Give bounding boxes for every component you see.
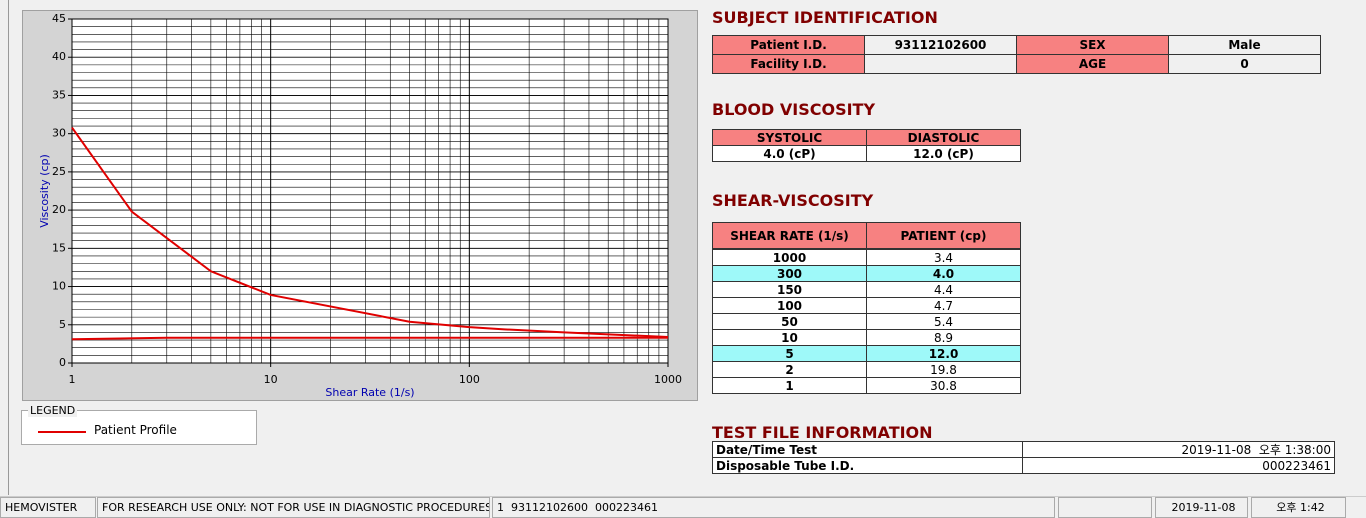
line-series bbox=[71, 336, 668, 341]
table-cell: 1000 bbox=[712, 249, 867, 266]
header-cell: SHEAR RATE (1/s) bbox=[712, 222, 867, 249]
status-cell: 오후 1:42 bbox=[1251, 497, 1346, 518]
x-tick-label: 1 bbox=[69, 373, 76, 386]
y-tick-label: 10 bbox=[52, 280, 66, 293]
table-cell: Facility I.D. bbox=[712, 54, 865, 74]
y-tick-label: 15 bbox=[52, 241, 66, 254]
table-cell: Patient I.D. bbox=[712, 35, 865, 55]
legend-title: LEGEND bbox=[28, 404, 78, 417]
status-bar bbox=[0, 496, 1366, 518]
left-border bbox=[8, 0, 9, 495]
table-cell: 4.0 bbox=[866, 265, 1021, 282]
x-tick-label: 100 bbox=[459, 373, 480, 386]
table-cell: 4.4 bbox=[866, 281, 1021, 298]
table-cell: 12.0 bbox=[866, 345, 1021, 362]
table-cell: 12.0 (cP) bbox=[866, 145, 1021, 162]
table-cell: 2019-11-08 오후 1:38:00 bbox=[1022, 441, 1335, 458]
legend: LEGEND Patient Profile bbox=[21, 404, 257, 445]
table-cell: 4.7 bbox=[866, 297, 1021, 314]
table-cell: 30.8 bbox=[866, 377, 1021, 394]
table-cell: 300 bbox=[712, 265, 867, 282]
section-title: TEST FILE INFORMATION bbox=[712, 423, 933, 442]
legend-label: Patient Profile bbox=[94, 423, 177, 437]
y-tick-label: 35 bbox=[52, 88, 66, 101]
table-cell: 4.0 (cP) bbox=[712, 145, 867, 162]
status-cell: 1 93112102600 000223461 bbox=[492, 497, 1055, 518]
y-tick-label: 25 bbox=[52, 165, 66, 178]
status-cell: HEMOVISTER bbox=[0, 497, 96, 518]
section-title: SHEAR-VISCOSITY bbox=[712, 191, 874, 210]
status-cell bbox=[1058, 497, 1152, 518]
table-cell: 150 bbox=[712, 281, 867, 298]
table-cell: Disposable Tube I.D. bbox=[712, 457, 1023, 474]
legend-swatch bbox=[38, 431, 86, 433]
y-tick-label: 30 bbox=[52, 127, 66, 140]
table-cell: 19.8 bbox=[866, 361, 1021, 378]
table-cell: 2 bbox=[712, 361, 867, 378]
table-cell: 5.4 bbox=[866, 313, 1021, 330]
table-cell bbox=[864, 54, 1017, 74]
status-cell: FOR RESEARCH USE ONLY: NOT FOR USE IN DI… bbox=[97, 497, 490, 518]
section-title: BLOOD VISCOSITY bbox=[712, 100, 876, 119]
section-title: SUBJECT IDENTIFICATION bbox=[712, 8, 938, 27]
y-tick-label: 5 bbox=[59, 318, 66, 331]
header-cell: PATIENT (cp) bbox=[866, 222, 1021, 249]
table-cell: 50 bbox=[712, 313, 867, 330]
table-cell: Date/Time Test bbox=[712, 441, 1023, 458]
y-tick-label: 0 bbox=[59, 356, 66, 369]
table-cell: 5 bbox=[712, 345, 867, 362]
line-series bbox=[71, 126, 669, 339]
table-cell: SEX bbox=[1016, 35, 1169, 55]
table-cell: 0 bbox=[1168, 54, 1321, 74]
table-cell: Male bbox=[1168, 35, 1321, 55]
y-tick-label: 20 bbox=[52, 203, 66, 216]
x-tick-label: 1000 bbox=[654, 373, 682, 386]
x-axis-label: Shear Rate (1/s) bbox=[325, 386, 414, 399]
table-cell: 93112102600 bbox=[864, 35, 1017, 55]
table-cell: AGE bbox=[1016, 54, 1169, 74]
table-cell: 10 bbox=[712, 329, 867, 346]
y-tick-label: 40 bbox=[52, 50, 66, 63]
table-cell: 1 bbox=[712, 377, 867, 394]
table-cell: 3.4 bbox=[866, 249, 1021, 266]
chart: 0 5 10 15 20 25 30 35 40 45 1 10 100 1000 Shear Rate (… bbox=[38, 12, 682, 399]
table-cell: 8.9 bbox=[866, 329, 1021, 346]
x-tick-label: 10 bbox=[264, 373, 278, 386]
header-cell: DIASTOLIC bbox=[866, 129, 1021, 146]
header-cell: SYSTOLIC bbox=[712, 129, 867, 146]
status-cell: 2019-11-08 bbox=[1155, 497, 1248, 518]
table-cell: 100 bbox=[712, 297, 867, 314]
table-cell: 000223461 bbox=[1022, 457, 1335, 474]
y-axis-label: Viscosity (cp) bbox=[38, 154, 51, 228]
plot-area bbox=[71, 18, 669, 364]
y-tick-label: 45 bbox=[52, 12, 66, 25]
